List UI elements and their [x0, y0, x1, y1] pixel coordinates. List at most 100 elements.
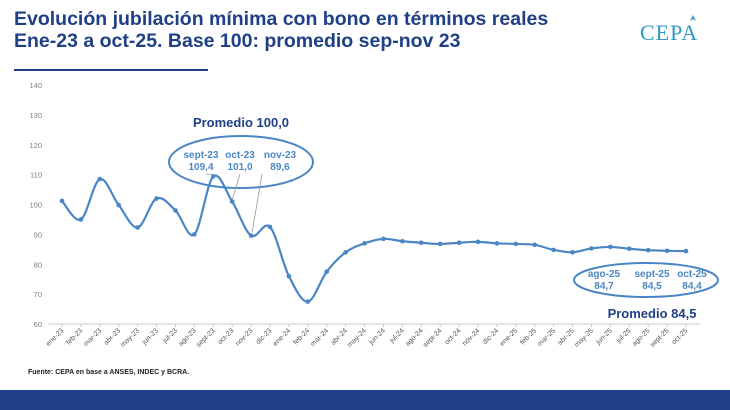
y-tick-label: 100	[29, 201, 42, 210]
data-point	[97, 176, 103, 182]
annotation-value-label: 84,7	[594, 281, 614, 292]
y-tick-label: 130	[29, 111, 42, 120]
logo-mark-icon	[690, 15, 696, 21]
data-point	[589, 246, 594, 251]
annotation-value-label: 89,6	[270, 162, 290, 173]
average-2025-label: Promedio 84,5	[608, 306, 697, 321]
annotation-month-label: ago-25	[588, 269, 621, 280]
data-point	[229, 199, 235, 204]
source-note: Fuente: CEPA en base a ANSES, INDEC y BC…	[28, 369, 190, 376]
data-point	[381, 236, 386, 242]
title-line-1: Evolución jubilación mínima con bono en …	[14, 8, 549, 30]
data-point	[267, 224, 273, 230]
y-tick-label: 60	[34, 320, 42, 329]
x-tick-label: sept-24	[422, 327, 444, 349]
x-tick-label: mar-25	[536, 327, 557, 348]
x-tick-label: jun-25	[594, 327, 613, 346]
title-underline	[14, 69, 208, 71]
data-point	[192, 232, 197, 237]
x-tick-label: jul-23	[161, 327, 179, 345]
logo-text: CEPA	[640, 20, 699, 45]
data-point	[437, 241, 443, 247]
x-tick-label: ene-23	[45, 327, 65, 347]
annotation-value-label: 84,4	[682, 281, 702, 292]
y-tick-label: 120	[29, 141, 42, 150]
x-tick-label: sept-25	[649, 327, 671, 349]
annotation-month-label: sept-23	[183, 150, 218, 161]
data-point	[608, 244, 613, 250]
title-line-2: Ene-23 a oct-25. Base 100: promedio sep-…	[14, 30, 461, 52]
x-tick-label: may-23	[120, 327, 142, 349]
data-point	[475, 239, 481, 245]
annotation-month-label: sept-25	[634, 269, 669, 280]
data-point	[173, 208, 178, 213]
x-tick-label: ene-25	[499, 327, 519, 347]
y-tick-label: 80	[34, 260, 42, 269]
data-point	[305, 299, 311, 304]
annotation-month-label: oct-25	[677, 269, 707, 280]
highlight-ellipse-2023	[168, 135, 314, 189]
data-point	[683, 248, 689, 254]
data-point	[210, 174, 216, 179]
data-point	[513, 241, 519, 247]
y-tick-label: 110	[30, 171, 42, 180]
data-point	[362, 241, 367, 246]
x-tick-label: feb-23	[65, 327, 84, 346]
footer-bar	[0, 390, 730, 410]
x-tick-label: nov-24	[461, 327, 481, 347]
x-tick-label: may-25	[573, 327, 595, 349]
x-tick-label: dic-23	[255, 327, 274, 346]
annotation-value-label: 109,4	[188, 162, 213, 173]
data-point	[570, 250, 575, 255]
data-point	[116, 202, 122, 208]
y-tick-label: 90	[34, 230, 42, 239]
x-tick-label: jun-23	[141, 327, 160, 346]
cepa-logo: CEPA	[640, 12, 710, 46]
average-2023-label: Promedio 100,0	[193, 115, 289, 130]
annotation-value-label: 84,5	[642, 281, 662, 292]
x-tick-label: ene-24	[272, 327, 292, 347]
annotation-value-label: 101,0	[227, 162, 252, 173]
data-point	[456, 240, 462, 246]
x-tick-label: feb-24	[292, 327, 311, 346]
leader-line	[231, 173, 241, 200]
y-tick-label: 70	[34, 290, 42, 299]
x-tick-label: oct-24	[444, 327, 463, 346]
annotation-month-label: oct-23	[225, 150, 255, 161]
data-point	[418, 240, 424, 246]
y-tick-label: 140	[29, 81, 42, 90]
data-point	[248, 233, 254, 238]
data-point	[664, 248, 670, 254]
data-point	[626, 246, 632, 252]
data-point	[551, 247, 556, 253]
data-point	[135, 225, 140, 230]
highlight-ellipse-2025	[573, 262, 719, 298]
annotation-month-label: nov-23	[264, 150, 297, 161]
data-point	[286, 273, 292, 279]
x-tick-label: oct-23	[217, 327, 236, 346]
x-tick-label: nov-23	[234, 327, 254, 347]
x-tick-label: feb-25	[519, 327, 538, 346]
x-tick-label: dic-24	[482, 327, 501, 346]
data-point	[645, 247, 651, 253]
data-point	[494, 241, 500, 246]
series-line	[61, 174, 687, 303]
x-tick-label: jun-24	[367, 327, 386, 346]
x-tick-label: jul-24	[388, 327, 406, 345]
data-point	[154, 196, 159, 201]
data-point	[343, 250, 348, 255]
data-point	[532, 242, 538, 248]
data-point	[59, 198, 65, 204]
x-tick-label: oct-25	[671, 327, 690, 346]
data-point	[324, 269, 330, 275]
data-point	[78, 217, 84, 222]
x-tick-label: mar-24	[310, 327, 331, 348]
chart-title: Evolución jubilación mínima con bono en …	[14, 8, 614, 52]
x-tick-label: may-24	[347, 327, 369, 349]
leader-line	[251, 173, 263, 233]
data-point	[400, 238, 405, 244]
x-tick-label: jul-25	[615, 327, 633, 345]
x-tick-label: mar-23	[83, 327, 104, 348]
x-tick-label: sept-23	[195, 327, 217, 349]
